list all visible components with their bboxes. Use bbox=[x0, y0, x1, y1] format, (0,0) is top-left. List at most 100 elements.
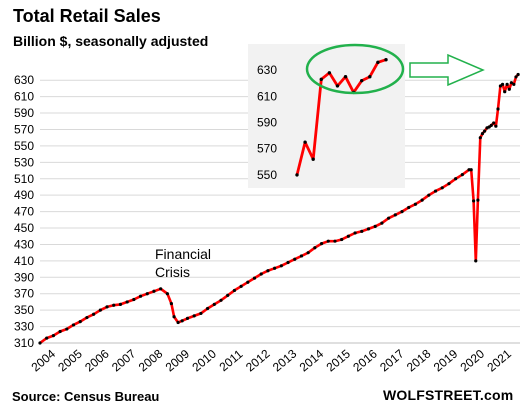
data-point bbox=[505, 82, 509, 86]
inset-y-tick-label: 550 bbox=[257, 168, 277, 182]
inset-data-point bbox=[319, 77, 323, 82]
x-tick-label: 2018 bbox=[404, 346, 434, 374]
data-point bbox=[478, 136, 482, 140]
data-point bbox=[259, 272, 263, 276]
inset-y-tick-label: 630 bbox=[257, 63, 277, 77]
x-tick-label: 2008 bbox=[136, 346, 166, 374]
data-point bbox=[433, 189, 438, 193]
inset-data-point bbox=[368, 75, 372, 79]
data-point bbox=[145, 292, 149, 296]
x-tick-label: 2006 bbox=[82, 346, 112, 374]
data-point bbox=[447, 182, 451, 186]
y-tick-label: 570 bbox=[14, 122, 34, 136]
y-tick-label: 470 bbox=[14, 205, 34, 219]
brand-label: WOLFSTREET.com bbox=[383, 387, 514, 403]
data-point bbox=[340, 237, 344, 242]
chart-subtitle: Billion $, seasonally adjusted bbox=[13, 33, 209, 49]
data-point bbox=[286, 260, 290, 265]
data-point bbox=[92, 312, 96, 316]
data-point bbox=[132, 297, 136, 302]
data-point bbox=[494, 124, 498, 128]
x-tick-label: 2011 bbox=[217, 347, 246, 375]
data-point bbox=[65, 327, 69, 331]
inset-data-point bbox=[384, 58, 388, 62]
highlight-ellipse bbox=[305, 43, 405, 95]
x-tick-label: 2019 bbox=[431, 346, 461, 374]
data-point bbox=[483, 129, 487, 133]
data-point bbox=[273, 266, 277, 270]
x-tick-label: 2004 bbox=[29, 346, 59, 374]
data-point bbox=[492, 121, 496, 125]
data-point bbox=[51, 334, 56, 338]
data-point bbox=[474, 259, 478, 263]
chart-title: Total Retail Sales bbox=[13, 6, 161, 26]
data-point bbox=[219, 298, 223, 302]
data-point bbox=[500, 82, 505, 86]
data-point bbox=[185, 316, 190, 320]
y-tick-label: 510 bbox=[14, 172, 34, 186]
y-tick-label: 350 bbox=[14, 303, 34, 317]
data-point bbox=[346, 234, 350, 238]
inset-data-point bbox=[360, 78, 364, 83]
data-point bbox=[319, 242, 324, 246]
data-point bbox=[360, 229, 364, 233]
data-point bbox=[400, 210, 404, 214]
y-tick-label: 370 bbox=[14, 287, 34, 301]
y-tick-label: 390 bbox=[14, 270, 34, 284]
inset-data-point bbox=[303, 140, 307, 144]
x-tick-label: 2012 bbox=[243, 346, 273, 374]
data-point bbox=[489, 123, 493, 127]
data-point bbox=[252, 276, 257, 280]
x-tick-label: 2015 bbox=[324, 346, 354, 374]
x-tick-label: 2010 bbox=[189, 346, 219, 374]
y-tick-label: 410 bbox=[14, 254, 34, 268]
data-point bbox=[226, 293, 230, 297]
data-point bbox=[472, 199, 476, 203]
x-tick-label: 2014 bbox=[297, 346, 327, 374]
data-point bbox=[306, 251, 310, 255]
x-tick-label: 2017 bbox=[377, 346, 407, 374]
data-point bbox=[180, 319, 184, 323]
y-tick-label: 590 bbox=[14, 106, 34, 120]
data-point bbox=[112, 303, 116, 307]
data-point bbox=[427, 193, 431, 197]
data-point bbox=[299, 254, 304, 258]
y-tick-label: 610 bbox=[14, 90, 34, 104]
data-point bbox=[373, 224, 377, 228]
y-tick-label: 550 bbox=[14, 139, 34, 153]
y-tick-label: 450 bbox=[14, 221, 34, 235]
y-tick-label: 630 bbox=[14, 73, 34, 87]
data-point bbox=[516, 72, 520, 77]
data-point bbox=[38, 341, 42, 345]
x-tick-label: 2007 bbox=[109, 346, 139, 374]
data-point bbox=[512, 82, 516, 86]
data-point bbox=[205, 306, 210, 311]
y-tick-label: 490 bbox=[14, 188, 34, 202]
data-point bbox=[232, 288, 237, 293]
financial-crisis-annotation: Financial Crisis bbox=[155, 245, 211, 281]
data-point bbox=[413, 202, 418, 206]
data-point bbox=[78, 320, 82, 324]
data-point bbox=[293, 257, 297, 261]
data-point bbox=[507, 87, 511, 91]
annotation-line-1: Financial bbox=[155, 246, 212, 262]
data-point bbox=[45, 336, 49, 340]
inset-y-tick-label: 590 bbox=[257, 116, 277, 130]
x-tick-label: 2013 bbox=[270, 346, 300, 374]
data-point bbox=[71, 323, 76, 327]
data-point bbox=[420, 198, 424, 202]
data-point bbox=[138, 294, 143, 298]
data-point bbox=[165, 292, 169, 296]
data-point bbox=[279, 264, 283, 268]
data-point bbox=[476, 198, 480, 202]
data-point bbox=[440, 186, 444, 190]
data-point bbox=[460, 173, 464, 177]
data-point bbox=[503, 90, 507, 94]
data-point bbox=[118, 302, 123, 307]
data-point bbox=[125, 300, 129, 304]
inset-data-point bbox=[343, 75, 348, 79]
x-tick-label: 2005 bbox=[55, 346, 85, 374]
x-tick-label: 2020 bbox=[458, 346, 488, 374]
inset-data-point bbox=[335, 84, 340, 88]
